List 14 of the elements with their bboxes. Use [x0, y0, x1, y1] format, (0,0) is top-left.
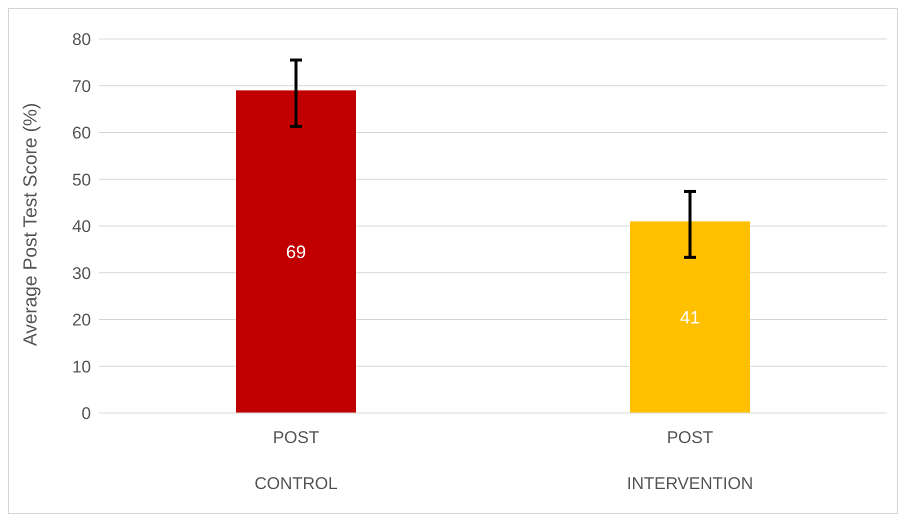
y-tick-label: 70 [72, 76, 91, 96]
category-label: POST CONTROL [254, 428, 338, 493]
y-tick-label: 30 [72, 264, 91, 283]
y-tick-label: 0 [82, 404, 91, 424]
y-tick-label: 20 [72, 310, 91, 330]
y-tick-label: 60 [72, 124, 91, 143]
y-axis-title: Average Post Test Score (%) [20, 102, 42, 346]
y-tick-label: 40 [72, 217, 91, 236]
y-tick-label: 10 [72, 357, 91, 376]
data-label: 69 [286, 242, 306, 262]
y-tick-label: 50 [72, 170, 91, 190]
data-label: 41 [680, 308, 700, 328]
y-tick-label: 80 [72, 30, 91, 50]
category-label: POST INTERVENTION [626, 428, 754, 493]
